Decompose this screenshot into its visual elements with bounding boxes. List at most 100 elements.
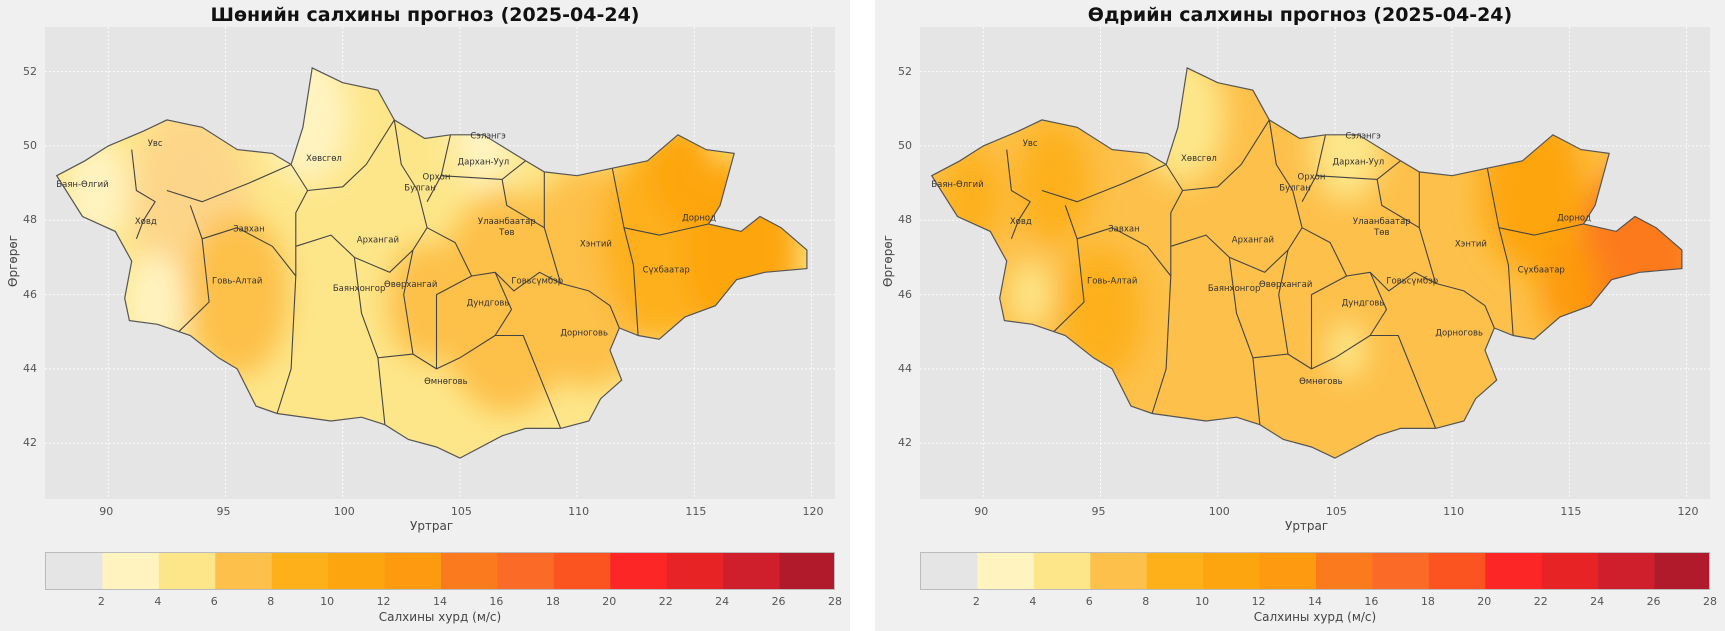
province-label: Увс	[148, 139, 163, 149]
province-label: Завхан	[1108, 224, 1139, 234]
colorbar-segment	[779, 553, 834, 589]
colorbar-segment	[271, 553, 329, 589]
y-axis-label: Өргөрөг	[880, 235, 895, 287]
province-border	[353, 257, 386, 425]
wind-contour-region	[185, 212, 289, 377]
province-border	[611, 168, 639, 336]
panel-title: Шөнийн салхины прогноз (2025-04-24)	[210, 4, 640, 26]
province-label: Орхон	[423, 172, 451, 182]
province-label: Хэнтий	[580, 239, 612, 249]
province-border	[131, 149, 156, 239]
x-tick-label: 95	[1091, 505, 1106, 518]
province-label: Архангай	[1232, 236, 1274, 246]
province-label: Хэнтий	[1455, 239, 1487, 249]
province-border	[403, 249, 414, 355]
colorbar-segment	[1541, 553, 1599, 589]
colorbar-segment	[441, 553, 498, 589]
province-border	[1041, 163, 1167, 203]
province-border	[393, 119, 620, 329]
province-border	[1006, 149, 1031, 239]
province-label: Баян-Өлгий	[56, 180, 108, 190]
colorbar-tick-label: 26	[1646, 595, 1661, 608]
colorbar-tick-label: 4	[154, 595, 162, 608]
x-tick-label: 120	[802, 505, 824, 518]
map-plot-area: Увс Баян-Өлгий Ховд Завхан Хөвсгөл Архангай Бу…	[920, 27, 1710, 499]
colorbar-label: Салхины хурд (м/с)	[1253, 610, 1377, 624]
colorbar-tick-label: 16	[1364, 595, 1379, 608]
province-border	[1316, 160, 1401, 180]
y-tick-label: 46	[898, 287, 912, 301]
colorbar-segment	[328, 553, 386, 589]
colorbar-tick-label: 4	[1029, 595, 1037, 608]
colorbar-tick-label: 14	[433, 595, 447, 608]
y-tick-label: 50	[898, 138, 912, 152]
province-label: Ховд	[1010, 217, 1032, 227]
colorbar-segment	[215, 553, 273, 589]
province-border	[1278, 249, 1289, 355]
colorbar-label: Салхины хурд (м/с)	[378, 610, 502, 624]
colorbar-segment	[977, 553, 1035, 589]
province-label: Говьсүмбэр	[1386, 276, 1438, 286]
night-forecast-panel: Шөнийн салхины прогноз (2025-04-24) Увс Б…	[0, 0, 850, 631]
colorbar-tick-label: 26	[771, 595, 786, 608]
colorbar-segment	[1598, 553, 1656, 589]
wind-contour-region	[63, 138, 130, 243]
province-border	[276, 190, 309, 414]
colorbar-segment	[158, 553, 216, 589]
province-border	[1053, 205, 1085, 333]
province-label: Баянхонгор	[333, 284, 386, 294]
x-tick-label: 90	[99, 505, 114, 518]
province-border	[501, 179, 562, 284]
colorbar-tick-label: 8	[267, 595, 275, 608]
colorbar-tick-label: 12	[1251, 595, 1266, 608]
province-border	[1369, 272, 1388, 336]
colorbar-tick-label: 22	[1533, 595, 1548, 608]
y-tick-label: 48	[898, 213, 912, 227]
colorbar-segment	[1485, 553, 1543, 589]
y-tick-label: 50	[23, 138, 37, 152]
province-label: Хөвсгөл	[1181, 154, 1217, 164]
colorbar-segment	[102, 553, 160, 589]
province-label: Улаанбаатар	[1353, 217, 1411, 227]
colorbar-segment	[1654, 553, 1709, 589]
province-border	[1228, 257, 1261, 425]
province-border	[290, 119, 395, 192]
x-tick-label: 100	[1208, 505, 1230, 518]
colorbar-tick-label: 2	[972, 595, 980, 608]
province-label: Орхон	[1298, 172, 1326, 182]
x-tick-label: 120	[1677, 505, 1699, 518]
wind-contour-region	[682, 157, 800, 343]
colorbar-segment	[1372, 553, 1430, 589]
colorbar	[45, 552, 835, 590]
province-label: Булган	[1279, 184, 1311, 194]
colorbar-tick-label: 2	[97, 595, 105, 608]
y-tick-label: 48	[23, 213, 37, 227]
colorbar-tick-label: 10	[320, 595, 335, 608]
colorbar-segment	[46, 553, 103, 589]
province-border	[166, 163, 292, 203]
province-label: Дорноговь	[1435, 328, 1483, 338]
province-border	[1151, 190, 1184, 414]
province-label: Дорноговь	[560, 328, 608, 338]
province-label: Төв	[498, 228, 514, 238]
province-label: Баянхонгор	[1208, 284, 1261, 294]
province-border	[1076, 227, 1172, 277]
colorbar-tick-label: 18	[1420, 595, 1435, 608]
y-tick-label: 52	[23, 64, 37, 78]
colorbar-tick-label: 10	[1195, 595, 1210, 608]
y-tick-label: 42	[898, 436, 912, 450]
province-label: Дархан-Уул	[1332, 158, 1384, 168]
province-border	[1376, 179, 1437, 284]
province-border	[1310, 275, 1347, 369]
x-axis-label: Уртраг	[410, 519, 454, 533]
colorbar-segment	[666, 553, 724, 589]
colorbar-tick-label: 20	[602, 595, 617, 608]
y-tick-label: 44	[898, 361, 912, 375]
y-tick-label: 42	[23, 436, 37, 450]
province-border	[1498, 223, 1584, 236]
country-outline	[55, 67, 808, 459]
province-label: Говь-Алтай	[212, 276, 262, 286]
province-border	[1268, 119, 1495, 329]
colorbar-segment	[1090, 553, 1148, 589]
province-border	[623, 223, 709, 236]
